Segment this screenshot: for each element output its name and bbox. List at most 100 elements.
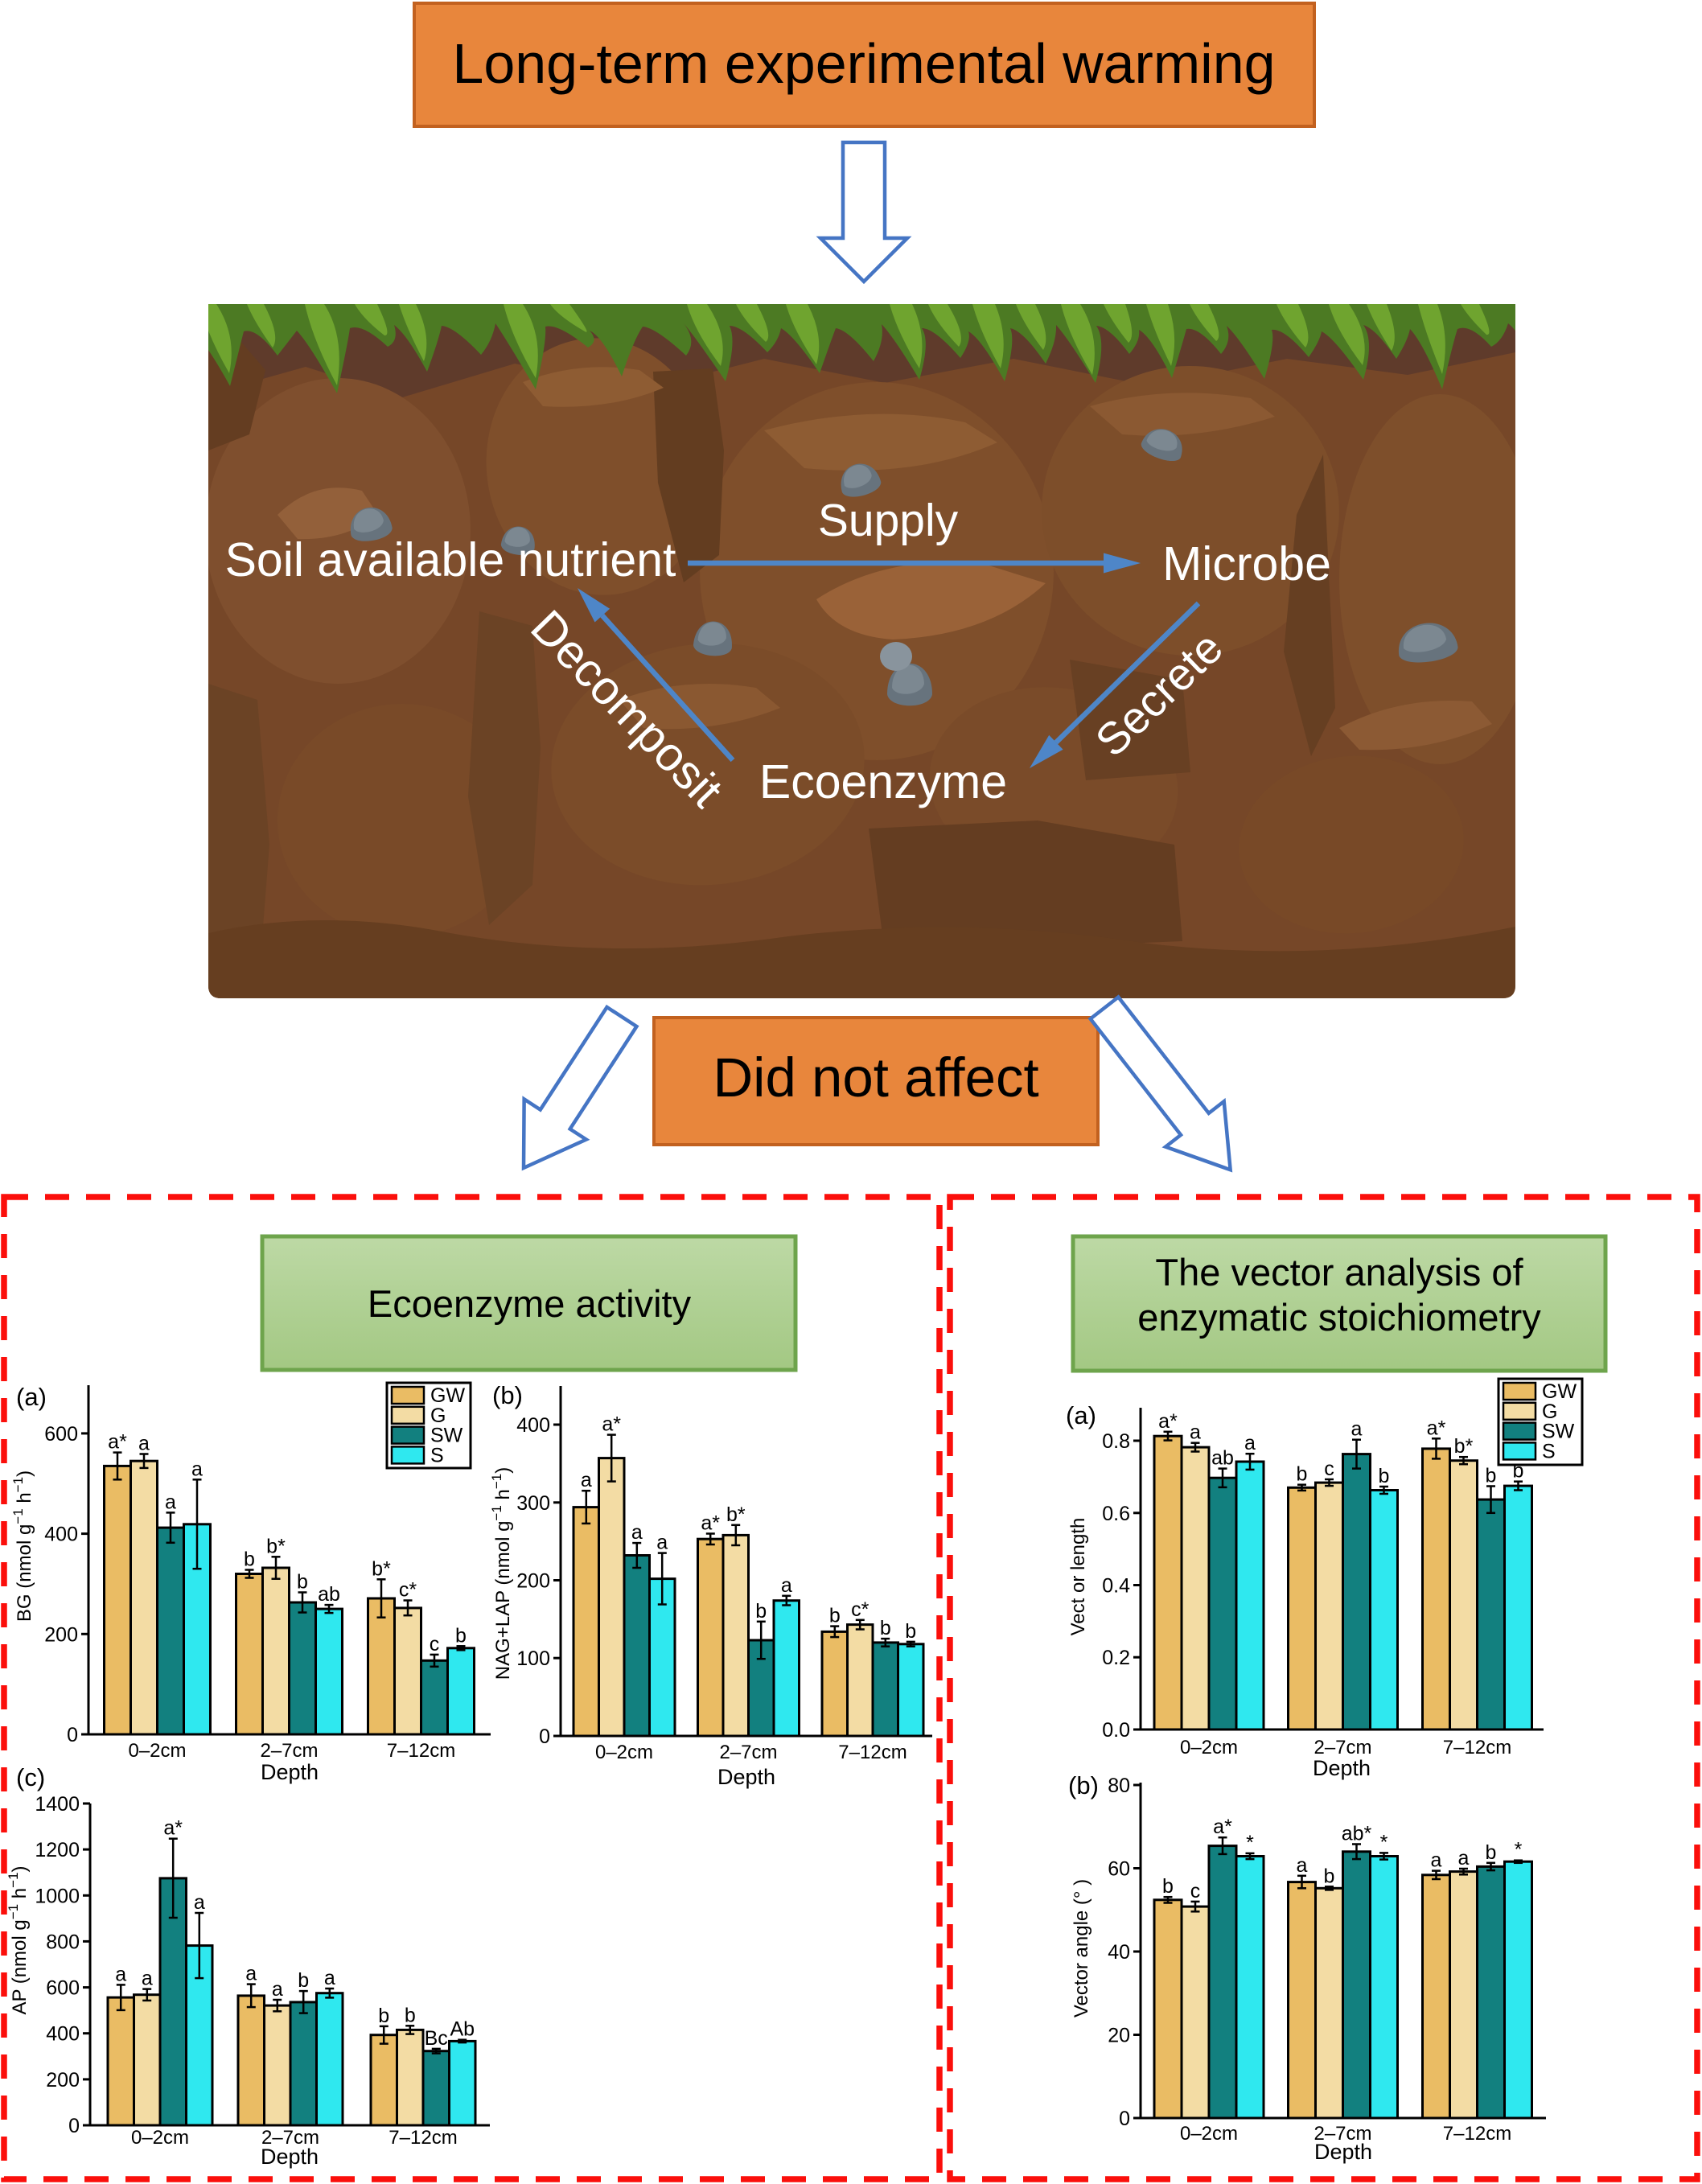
svg-text:b*: b* [266, 1535, 286, 1557]
svg-text:7–12cm: 7–12cm [838, 1742, 906, 1763]
svg-text:GW: GW [430, 1384, 465, 1407]
svg-text:Depth: Depth [1313, 1756, 1371, 1780]
svg-text:400: 400 [46, 2023, 80, 2046]
svg-text:0: 0 [67, 1724, 78, 1746]
svg-text:b*: b* [726, 1503, 746, 1526]
svg-text:b: b [905, 1620, 916, 1643]
svg-text:2–7cm: 2–7cm [1314, 2123, 1371, 2145]
svg-text:a: a [324, 1967, 335, 1989]
svg-text:7–12cm: 7–12cm [1443, 2123, 1511, 2145]
svg-text:ab*: ab* [1342, 1823, 1372, 1845]
svg-text:(a): (a) [1066, 1401, 1096, 1429]
svg-text:20: 20 [1108, 2025, 1130, 2047]
svg-text:7–12cm: 7–12cm [387, 1740, 455, 1762]
svg-text:Vect or length: Vect or length [1067, 1518, 1089, 1636]
svg-text:2–7cm: 2–7cm [1314, 1737, 1371, 1758]
svg-text:1000: 1000 [35, 1885, 80, 1907]
svg-text:(b): (b) [1068, 1771, 1099, 1799]
svg-text:a: a [194, 1891, 205, 1914]
svg-text:b: b [244, 1549, 255, 1571]
svg-text:b*: b* [372, 1557, 391, 1580]
svg-text:0–2cm: 0–2cm [1180, 1737, 1238, 1758]
svg-text:Ecoenzyme: Ecoenzyme [759, 755, 1007, 808]
svg-text:b: b [1324, 1865, 1335, 1887]
svg-text:SW: SW [1542, 1421, 1575, 1443]
svg-text:a*: a* [163, 1817, 183, 1840]
svg-text:a: a [631, 1521, 643, 1544]
svg-text:enzymatic stoichiometry: enzymatic stoichiometry [1137, 1296, 1541, 1339]
svg-text:b: b [755, 1600, 767, 1623]
svg-text:a: a [272, 1978, 283, 2001]
svg-text:Depth: Depth [1314, 2140, 1372, 2164]
svg-text:ab: ab [1211, 1447, 1234, 1470]
svg-text:b: b [405, 2004, 416, 2026]
svg-text:600: 600 [44, 1423, 78, 1446]
svg-text:Soil available nutrient: Soil available nutrient [225, 533, 676, 586]
svg-text:b*: b* [1454, 1435, 1474, 1458]
svg-text:*: * [1246, 1832, 1254, 1854]
svg-text:0.2: 0.2 [1102, 1647, 1130, 1669]
svg-text:a: a [781, 1574, 792, 1597]
svg-text:0: 0 [1119, 2108, 1130, 2130]
svg-text:a: a [165, 1491, 176, 1513]
svg-text:b: b [1379, 1465, 1390, 1487]
svg-text:a: a [1458, 1847, 1470, 1869]
svg-text:The vector analysis of: The vector analysis of [1155, 1251, 1523, 1294]
svg-text:b: b [455, 1624, 467, 1647]
svg-text:Microbe: Microbe [1162, 537, 1331, 590]
svg-text:b: b [880, 1617, 891, 1639]
svg-text:c*: c* [399, 1579, 417, 1602]
svg-text:300: 300 [516, 1492, 550, 1515]
svg-text:a*: a* [602, 1413, 621, 1436]
svg-text:1200: 1200 [35, 1839, 80, 1861]
svg-text:1400: 1400 [35, 1793, 80, 1816]
svg-text:a: a [1297, 1854, 1308, 1877]
svg-text:200: 200 [46, 2069, 80, 2091]
svg-text:0: 0 [539, 1725, 550, 1748]
svg-text:Bc: Bc [425, 2027, 448, 2050]
svg-text:2–7cm: 2–7cm [261, 2127, 319, 2149]
svg-text:S: S [1542, 1440, 1556, 1462]
svg-text:7–12cm: 7–12cm [388, 2127, 457, 2149]
svg-text:a: a [142, 1968, 153, 1990]
svg-text:NAG+LAP (nmol g−1​ h−1​): NAG+LAP (nmol g−1​ h−1​) [489, 1467, 514, 1680]
svg-text:0.0: 0.0 [1102, 1719, 1130, 1742]
svg-text:b: b [1486, 1465, 1497, 1487]
svg-text:800: 800 [46, 1931, 80, 1953]
svg-text:G: G [1542, 1400, 1557, 1423]
svg-text:600: 600 [46, 1977, 80, 2000]
svg-text:7–12cm: 7–12cm [1443, 1737, 1511, 1758]
svg-text:b: b [378, 2005, 389, 2027]
svg-text:Long-term experimental warming: Long-term experimental warming [452, 32, 1275, 95]
svg-text:Ab: Ab [450, 2018, 475, 2041]
svg-text:0–2cm: 0–2cm [1180, 2123, 1238, 2145]
svg-text:0: 0 [68, 2115, 80, 2137]
svg-text:GW: GW [1542, 1380, 1577, 1403]
svg-text:0–2cm: 0–2cm [131, 2127, 189, 2149]
svg-text:0.4: 0.4 [1102, 1575, 1130, 1598]
svg-text:b: b [297, 1571, 308, 1594]
svg-text:a: a [656, 1532, 668, 1554]
svg-text:c: c [1324, 1458, 1334, 1480]
svg-text:200: 200 [516, 1570, 550, 1593]
svg-text:Supply: Supply [818, 495, 959, 546]
svg-text:a: a [1431, 1849, 1442, 1872]
svg-text:b: b [829, 1605, 841, 1627]
svg-text:BG (nmol g−1​ h−1​): BG (nmol g−1​ h−1​) [10, 1470, 35, 1622]
svg-text:40: 40 [1108, 1941, 1130, 1964]
svg-text:*: * [1515, 1839, 1523, 1861]
svg-text:0–2cm: 0–2cm [128, 1740, 186, 1762]
svg-text:*: * [1380, 1831, 1388, 1853]
svg-text:2–7cm: 2–7cm [260, 1740, 318, 1762]
svg-text:400: 400 [44, 1524, 78, 1546]
svg-text:ab: ab [318, 1583, 340, 1606]
svg-text:400: 400 [516, 1414, 550, 1437]
svg-text:AP (nmol g−1​ h−1​): AP (nmol g−1​ h−1​) [6, 1865, 31, 2014]
svg-text:(b): (b) [492, 1381, 523, 1409]
svg-text:Ecoenzyme activity: Ecoenzyme activity [368, 1282, 692, 1325]
svg-text:Depth: Depth [717, 1765, 775, 1789]
svg-text:b: b [1162, 1875, 1174, 1898]
svg-text:a: a [191, 1458, 203, 1480]
svg-text:0.8: 0.8 [1102, 1430, 1130, 1453]
svg-text:b: b [1486, 1841, 1497, 1864]
